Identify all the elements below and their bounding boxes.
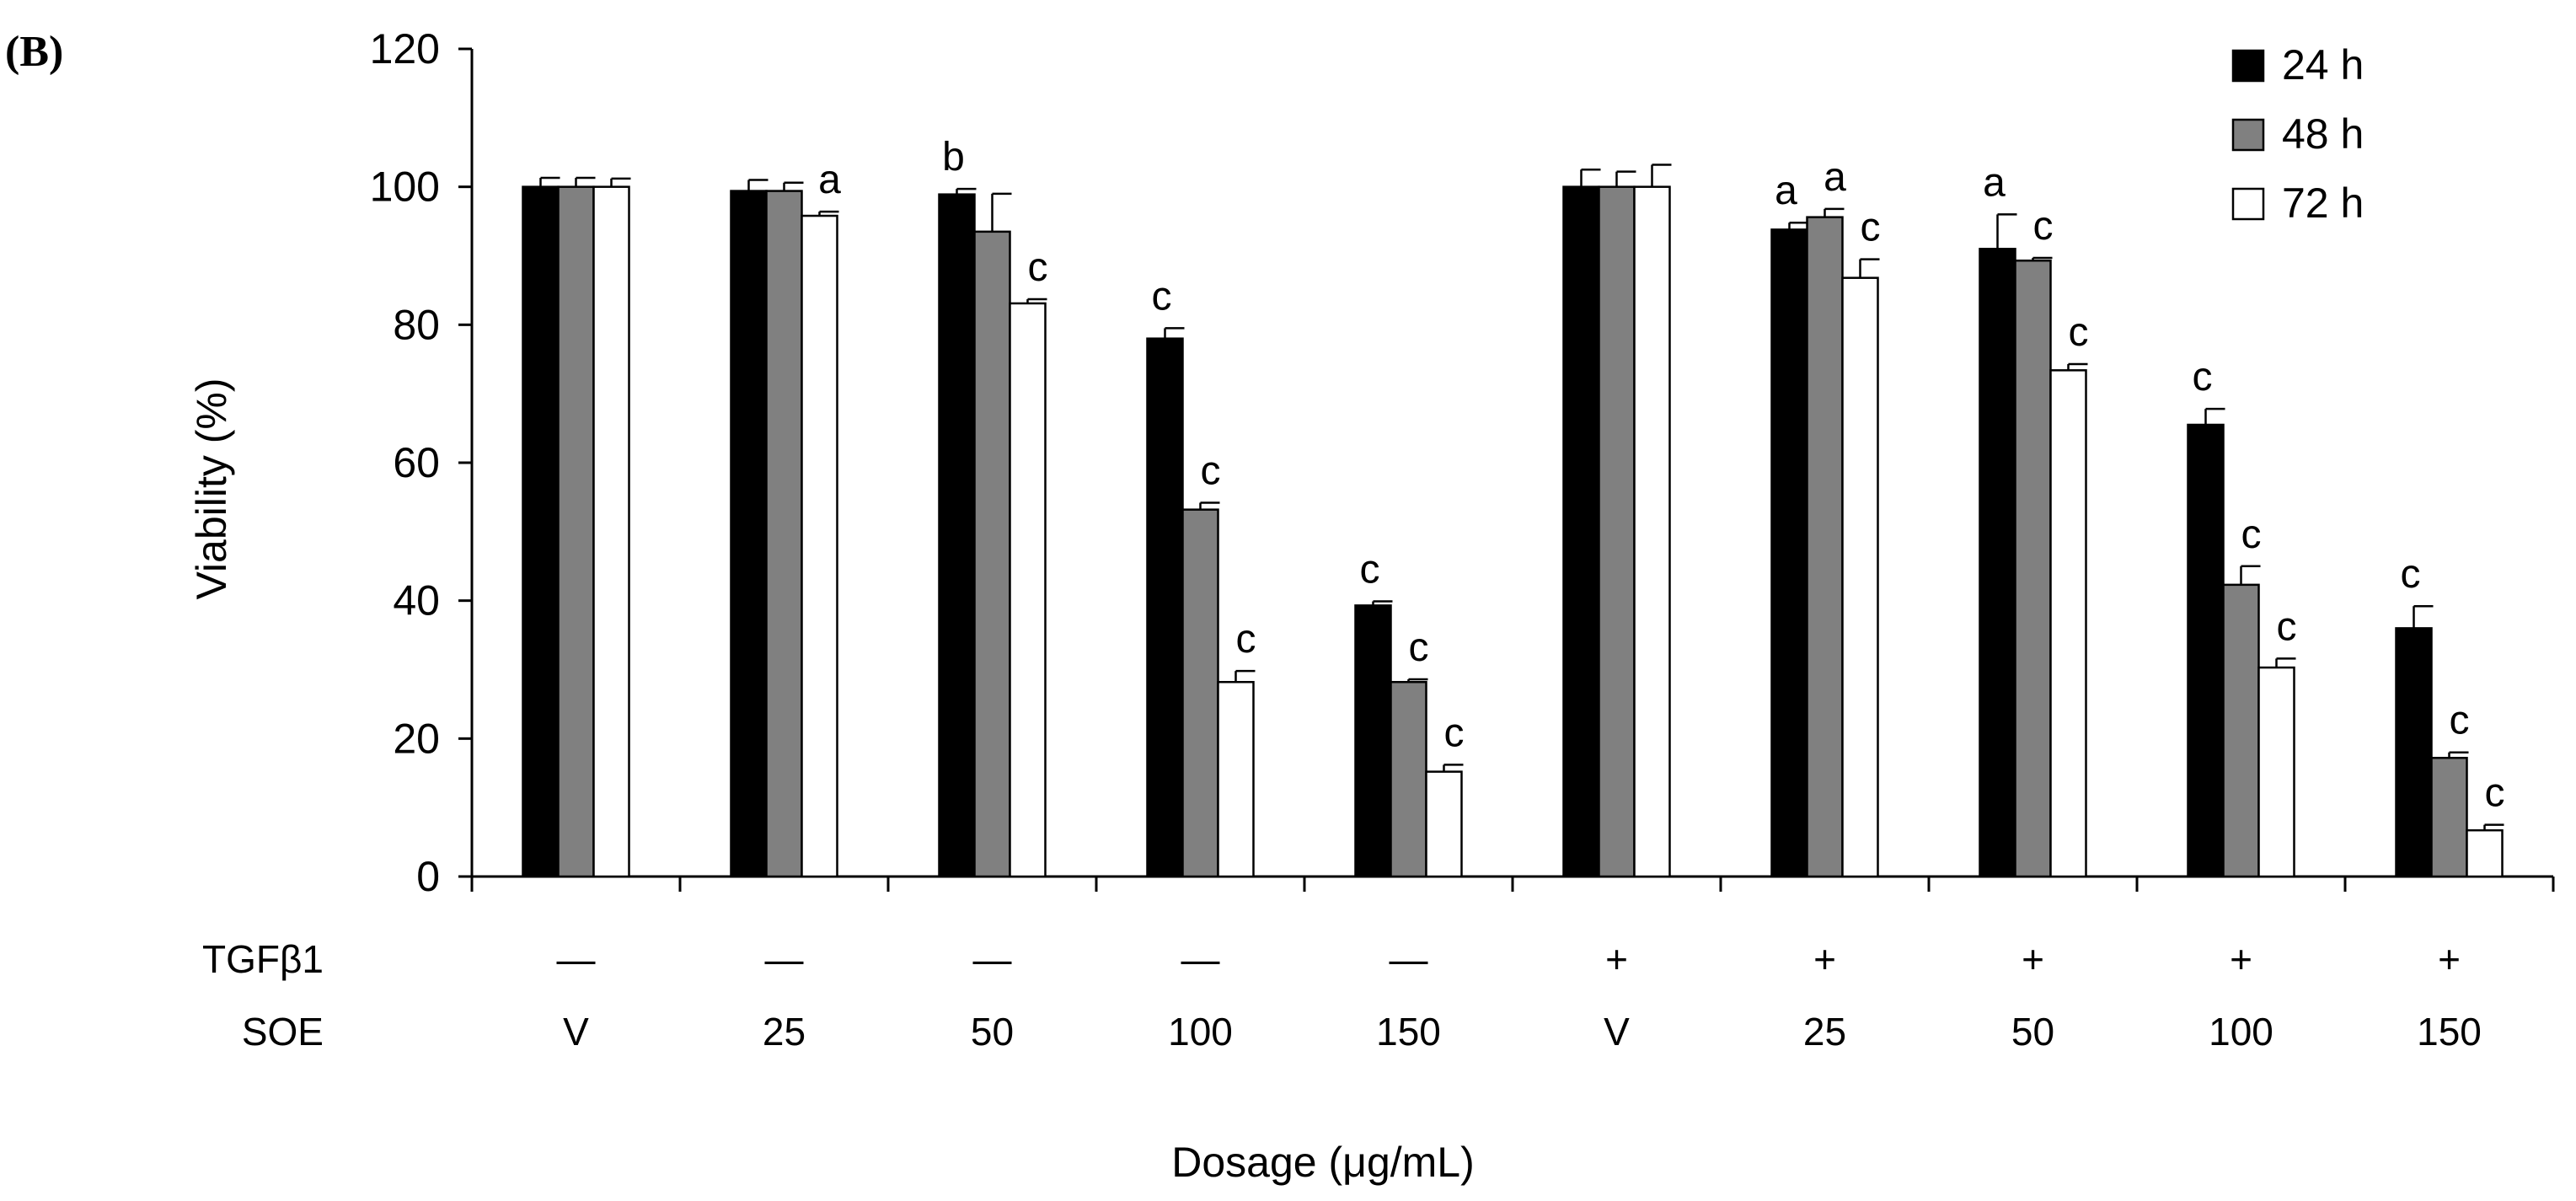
significance-label: c: [2193, 355, 2213, 399]
bar: [2014, 259, 2052, 878]
significance-label: c: [2485, 771, 2505, 816]
significance-label: c: [2241, 512, 2262, 557]
tgf-label: +: [2230, 937, 2252, 981]
significance-label: c: [2277, 604, 2297, 649]
tgf-label: +: [2438, 937, 2461, 981]
legend-swatch: [2231, 118, 2265, 152]
bar: [2049, 369, 2087, 878]
legend-label: 24 h: [2282, 41, 2364, 88]
bar: [2466, 828, 2504, 878]
bar: [938, 193, 976, 878]
significance-label: a: [818, 158, 841, 202]
row-label-soe: SOE: [242, 1010, 324, 1054]
bar: [557, 185, 595, 878]
x-category-label: V: [1604, 1010, 1630, 1054]
significance-label: c: [1360, 547, 1380, 592]
significance-label: b: [942, 135, 965, 180]
bar: [2395, 627, 2433, 878]
bar: [1354, 604, 1392, 878]
y-tick-label: 120: [370, 25, 440, 72]
tgf-label: —: [1390, 937, 1428, 981]
y-axis-label: Viability (%): [188, 378, 235, 599]
significance-label: c: [1861, 206, 1881, 250]
tgf-label: —: [557, 937, 596, 981]
bar: [1770, 228, 1808, 878]
y-tick-label: 60: [393, 439, 440, 486]
bar: [1181, 508, 1219, 878]
significance-label: a: [1983, 160, 2006, 205]
significance-label: c: [1152, 274, 1172, 319]
x-category-label: 50: [2011, 1010, 2054, 1054]
y-tick-label: 20: [393, 715, 440, 762]
x-category-label: V: [563, 1010, 589, 1054]
legend-swatch: [2231, 49, 2265, 83]
x-category-label: 25: [1803, 1010, 1846, 1054]
tgf-label: +: [1813, 937, 1836, 981]
tgf-label: —: [765, 937, 804, 981]
plot-area: 020406080100120—Va—25bc—50ccc—100ccc—150…: [370, 25, 2555, 1054]
bar: [1009, 302, 1047, 878]
bar: [1562, 185, 1600, 878]
row-label-tgf: TGFβ1: [202, 937, 324, 981]
bar: [592, 185, 630, 878]
bar: [2222, 583, 2260, 878]
significance-label: c: [1409, 625, 1429, 670]
significance-label: c: [2450, 699, 2470, 743]
significance-label: c: [2033, 204, 2054, 249]
bar: [1979, 248, 2016, 878]
significance-label: c: [1028, 245, 1048, 290]
tgf-label: +: [1605, 937, 1628, 981]
y-tick-label: 80: [393, 301, 440, 348]
x-category-label: 25: [763, 1010, 806, 1054]
panel-label: (B): [5, 28, 63, 76]
bar: [1841, 276, 1879, 878]
y-tick-label: 40: [393, 577, 440, 625]
legend-label: 72 h: [2282, 180, 2364, 227]
significance-label: c: [2069, 310, 2089, 355]
x-category-label: 50: [971, 1010, 1014, 1054]
significance-label: c: [1236, 617, 1256, 662]
bar: [1390, 680, 1427, 878]
bar: [1633, 185, 1671, 878]
bar: [2187, 423, 2225, 878]
x-category-label: 150: [1376, 1010, 1441, 1054]
bar: [973, 230, 1011, 878]
tgf-label: +: [2022, 937, 2044, 981]
bar: [801, 214, 838, 878]
bar: [522, 185, 560, 878]
significance-label: c: [2401, 552, 2421, 597]
tgf-label: —: [1181, 937, 1220, 981]
bar: [1146, 337, 1184, 878]
bar: [2257, 666, 2295, 878]
significance-label: c: [1444, 710, 1465, 755]
bar: [730, 190, 768, 878]
significance-label: a: [1775, 169, 1797, 213]
x-category-label: 100: [1168, 1010, 1233, 1054]
bar: [1598, 185, 1636, 878]
legend-swatch: [2231, 187, 2265, 221]
x-axis-label: Dosage (μg/mL): [1171, 1139, 1475, 1186]
bar: [2430, 756, 2468, 878]
significance-label: c: [1201, 448, 1221, 493]
legend-label: 48 h: [2282, 110, 2364, 158]
y-tick-label: 0: [416, 853, 440, 900]
legend: 24 h 48 h 72 h: [2231, 41, 2364, 227]
bar: [1217, 680, 1255, 878]
y-tick-label: 100: [370, 164, 440, 211]
bar: [1806, 216, 1844, 878]
significance-label: a: [1824, 155, 1846, 200]
x-category-label: 150: [2417, 1010, 2482, 1054]
tgf-label: —: [973, 937, 1012, 981]
bar: [1425, 770, 1463, 878]
bar: [765, 190, 803, 878]
x-category-label: 100: [2209, 1010, 2273, 1054]
